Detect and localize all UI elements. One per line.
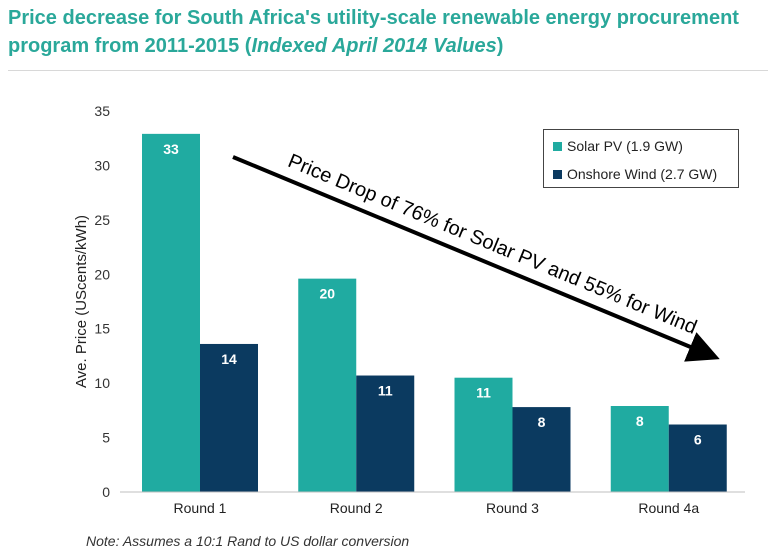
bar-wind [200,343,258,492]
chart-title: Price decrease for South Africa's utilit… [8,4,768,60]
legend-swatch-wind [553,169,562,179]
bar-solar [142,133,200,493]
bar-solar [610,406,669,492]
y-tick-label: 10 [94,375,110,391]
legend-item-solar: Solar PV (1.9 GW) [553,138,683,154]
bar-value-label: 6 [694,432,702,448]
bar-wind [356,375,415,492]
chart-title-italic: Indexed April 2014 Values [251,35,497,57]
chart-title-end: ) [496,35,504,57]
bar-solar [298,278,357,492]
y-tick-label: 5 [102,430,110,446]
chart-title-main: Price decrease for South Africa's utilit… [8,7,739,57]
title-divider [8,70,768,71]
bar-value-label: 8 [636,413,644,429]
y-tick-label: 0 [102,484,110,500]
chart-legend: Solar PV (1.9 GW) Onshore Wind (2.7 GW) [543,129,739,188]
legend-label-wind: Onshore Wind (2.7 GW) [567,166,718,182]
bar-value-label: 20 [319,286,335,302]
y-tick-label: 30 [94,157,110,173]
bar-value-label: 8 [538,414,546,430]
x-tick-label: Round 2 [330,500,383,516]
legend-item-wind: Onshore Wind (2.7 GW) [553,166,717,182]
bar-value-label: 11 [476,385,491,401]
y-tick-label: 20 [94,266,110,282]
y-tick-label: 35 [94,103,110,119]
x-tick-label: Round 1 [174,500,227,516]
bar-value-label: 11 [378,383,393,399]
bar-solar [454,377,513,492]
bar-value-label: 14 [221,351,237,367]
y-tick-label: 25 [94,212,110,228]
price-drop-arrow [232,155,720,362]
bar-wind [668,424,727,492]
legend-swatch-solar [553,141,562,151]
bar-wind [512,407,571,492]
y-tick-label: 15 [94,321,110,337]
bar-value-label: 33 [163,141,179,157]
x-tick-label: Round 4a [638,500,699,516]
x-tick-label: Round 3 [486,500,539,516]
footnote: Note: Assumes a 10:1 Rand to US dollar c… [86,533,410,549]
legend-label-solar: Solar PV (1.9 GW) [567,138,683,154]
y-axis-title: Ave. Price (UScents/kWh) [73,215,90,388]
